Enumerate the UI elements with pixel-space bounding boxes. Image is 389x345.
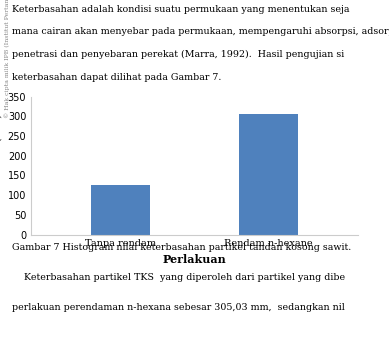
X-axis label: Perlakuan: Perlakuan: [163, 254, 226, 265]
Text: Gambar 7 Histogram nilai keterbasahan partikel tandan kosong sawit.: Gambar 7 Histogram nilai keterbasahan pa…: [12, 243, 351, 252]
Text: © Hak cipta milik IPB (Institut Pertanian Bo: © Hak cipta milik IPB (Institut Pertania…: [4, 0, 10, 118]
Text: keterbasahan dapat dilihat pada Gambar 7.: keterbasahan dapat dilihat pada Gambar 7…: [12, 73, 221, 82]
Text: Keterbasahan partikel TKS  yang diperoleh dari partikel yang dibe: Keterbasahan partikel TKS yang diperoleh…: [12, 273, 345, 282]
Y-axis label: Katerbasahan (mm): Katerbasahan (mm): [0, 114, 2, 218]
Text: perlakuan perendaman n-hexana sebesar 305,03 mm,  sedangkan nil: perlakuan perendaman n-hexana sebesar 30…: [12, 303, 345, 312]
Bar: [91, 185, 150, 235]
Text: penetrasi dan penyebaran perekat (Marra, 1992).  Hasil pengujian si: penetrasi dan penyebaran perekat (Marra,…: [12, 50, 344, 59]
Text: Keterbasahan adalah kondisi suatu permukaan yang menentukan seja: Keterbasahan adalah kondisi suatu permuk…: [12, 5, 349, 14]
Bar: [239, 114, 298, 235]
Text: mana cairan akan menyebar pada permukaan, mempengaruhi absorpsi, adsorps: mana cairan akan menyebar pada permukaan…: [12, 27, 389, 36]
